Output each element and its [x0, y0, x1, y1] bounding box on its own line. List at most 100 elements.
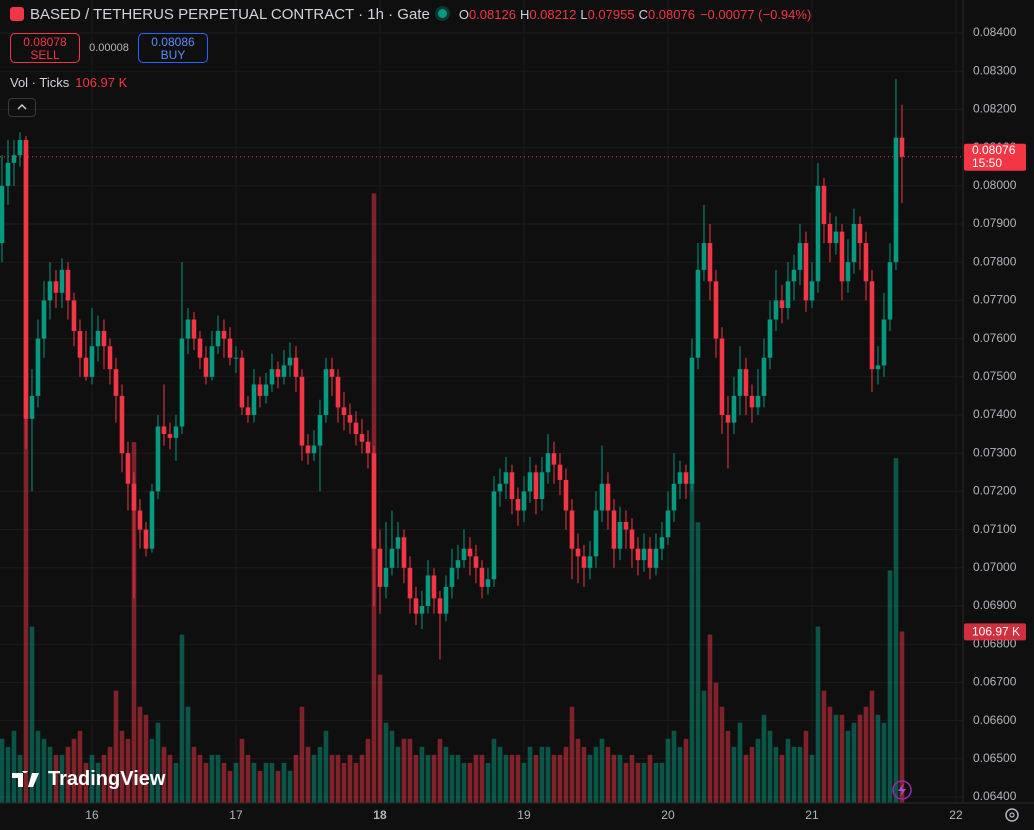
- candle-body: [95, 330, 101, 347]
- candle-body: [533, 472, 539, 500]
- volume-bar: [611, 754, 617, 803]
- volume-bar: [389, 730, 395, 803]
- collapse-button[interactable]: [8, 98, 36, 117]
- candle-body: [467, 548, 473, 557]
- candle-body: [311, 445, 317, 454]
- volume-bar: [485, 762, 491, 803]
- candle-body: [23, 139, 29, 419]
- volume-bar: [767, 730, 773, 803]
- candle-body: [323, 369, 329, 415]
- volume-bar: [803, 730, 809, 803]
- candle-body: [413, 598, 419, 614]
- volume-bar: [713, 682, 719, 803]
- volume-last: 106.97 K: [75, 75, 128, 90]
- change: −0.00077 (−0.94%): [699, 7, 812, 22]
- volume-bar: [173, 762, 179, 803]
- candle-body: [431, 575, 437, 599]
- candle-body: [377, 548, 383, 587]
- candle-body: [287, 357, 293, 366]
- buy-price: 0.08086: [151, 35, 195, 49]
- x-tick-label: 20: [661, 808, 675, 822]
- volume-bar: [701, 690, 707, 803]
- volume-bar: [557, 754, 563, 803]
- volume-bar: [593, 746, 599, 803]
- volume-bar: [83, 762, 89, 803]
- volume-bar: [749, 746, 755, 803]
- candle-body: [785, 281, 791, 309]
- volume-bar: [329, 754, 335, 803]
- brand-icon: [12, 770, 39, 787]
- candle-body: [131, 483, 137, 511]
- volume-bar: [53, 754, 59, 803]
- candle-body: [593, 510, 599, 557]
- candle-body: [251, 384, 257, 415]
- volume-bar: [155, 722, 161, 803]
- y-tick-label: 0.07900: [973, 216, 1017, 230]
- x-tick-label: 19: [517, 808, 531, 822]
- candle-body: [575, 548, 581, 557]
- volume-bar: [119, 730, 125, 803]
- volume-axis-label: 106.97 K: [972, 625, 1020, 639]
- volume-bar: [365, 738, 371, 803]
- candle-body: [479, 567, 485, 587]
- volume-bar: [737, 722, 743, 803]
- candle-body: [713, 281, 719, 339]
- lightning-button[interactable]: [892, 780, 912, 800]
- candle-body: [113, 369, 119, 396]
- volume-bar: [167, 754, 173, 803]
- volume-bar: [137, 706, 143, 803]
- volume-bar: [653, 762, 659, 803]
- gear-center: [1009, 812, 1015, 818]
- volume-bar: [185, 706, 191, 803]
- volume-bar: [821, 690, 827, 803]
- brand-shape: [12, 770, 39, 787]
- candle-body: [647, 548, 653, 568]
- candle-body: [53, 281, 59, 293]
- candle-body: [149, 491, 155, 549]
- candle-body: [257, 384, 263, 396]
- candle-body: [101, 330, 107, 347]
- candle-body: [275, 369, 281, 377]
- candle-body: [0, 185, 5, 244]
- volume-label-box: [964, 623, 1026, 641]
- y-tick-label: 0.07100: [973, 522, 1017, 536]
- sell-button[interactable]: 0.08078 SELL: [10, 33, 80, 63]
- volume-bar: [755, 738, 761, 803]
- candle-body: [419, 606, 425, 614]
- brand-name: TradingView: [48, 768, 166, 790]
- volume-bar: [635, 762, 641, 803]
- candle-body: [443, 586, 449, 614]
- candle-body: [797, 243, 803, 270]
- volume-bar: [791, 746, 797, 803]
- volume-bar: [149, 738, 155, 803]
- volume-bar: [599, 738, 605, 803]
- volume-bar: [377, 674, 383, 803]
- volume-bar: [161, 746, 167, 803]
- volume-bar: [743, 754, 749, 803]
- candle-body: [11, 155, 17, 163]
- volume-bar: [863, 706, 869, 803]
- candle-body: [791, 269, 797, 282]
- candle-body: [401, 537, 407, 568]
- volume-bar: [845, 730, 851, 803]
- candle-body: [743, 369, 749, 396]
- volume-bar: [5, 746, 11, 803]
- volume-bar: [857, 714, 863, 803]
- market-status: [437, 9, 447, 18]
- candle-body: [569, 510, 575, 549]
- settings-button[interactable]: [1005, 808, 1019, 822]
- candle-body: [263, 384, 269, 396]
- volume-bar: [437, 738, 443, 803]
- volume-bar: [449, 754, 455, 803]
- candle-body: [71, 300, 77, 331]
- volume-bar: [707, 634, 713, 803]
- x-tick-label: 17: [229, 808, 243, 822]
- candle-body: [245, 407, 251, 415]
- candle-body: [611, 510, 617, 549]
- y-tick-label: 0.08000: [973, 178, 1017, 192]
- ohlc-letter: C: [638, 7, 648, 22]
- y-tick-label: 0.07600: [973, 331, 1017, 345]
- volume-bar: [353, 762, 359, 803]
- buy-button[interactable]: 0.08086 BUY: [138, 33, 208, 63]
